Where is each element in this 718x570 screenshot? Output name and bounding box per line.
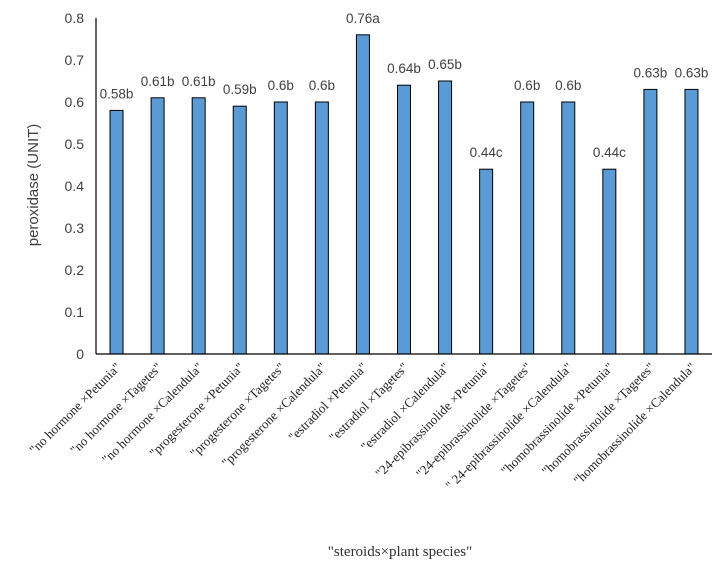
- bar-data-label: 0.58b: [100, 86, 134, 101]
- bar: [602, 168, 617, 355]
- y-tick-label: 0.4: [65, 178, 85, 194]
- y-tick-label: 0.1: [65, 304, 85, 320]
- bar-data-label: 0.63b: [634, 65, 668, 80]
- data-labels: 0.58b 0.61b 0.61b 0.59b 0.6b 0.6b 0.76a 0.64b 0.…: [100, 11, 709, 160]
- bar-data-label: 0.65b: [428, 57, 462, 72]
- y-axis-ticks: 0 0.1 0.2 0.3 0.4 0.5 0.6 0.7 0.8: [65, 10, 85, 362]
- bar-data-label: 0.59b: [223, 82, 257, 97]
- y-tick-label: 0.3: [65, 220, 85, 236]
- y-tick-label: 0: [76, 346, 84, 362]
- bar-data-label: 0.6b: [555, 78, 581, 93]
- bar: [109, 109, 124, 355]
- bar-data-label: 0.61b: [182, 74, 216, 89]
- bar: [643, 88, 658, 355]
- bar: [438, 80, 453, 355]
- bar-data-label: 0.44c: [593, 145, 626, 160]
- x-axis-title: "steroids×plant species": [328, 544, 472, 560]
- bar: [273, 101, 288, 355]
- y-tick-label: 0.6: [65, 94, 85, 110]
- x-axis-category-labels: "no hormone ×Petunia""no hormone ×Tagete…: [26, 360, 698, 493]
- bar: [684, 88, 699, 355]
- bar: [520, 101, 535, 355]
- bar-data-label: 0.63b: [675, 65, 709, 80]
- y-tick-label: 0.5: [65, 136, 85, 152]
- bar: [314, 101, 329, 355]
- bar: [479, 168, 494, 355]
- y-tick-label: 0.8: [65, 10, 85, 26]
- bar-data-label: 0.64b: [387, 61, 421, 76]
- bar-data-label: 0.6b: [514, 78, 540, 93]
- bar: [232, 105, 247, 355]
- bar-data-label: 0.61b: [141, 74, 175, 89]
- bar: [561, 101, 576, 355]
- bar: [191, 97, 206, 355]
- bar: [150, 97, 165, 355]
- bars: [109, 34, 699, 355]
- bar-data-label: 0.76a: [346, 11, 380, 26]
- bar-data-label: 0.44c: [470, 145, 503, 160]
- bar: [397, 84, 411, 355]
- bar-data-label: 0.6b: [268, 78, 294, 93]
- bar: [355, 34, 370, 355]
- bar-data-label: 0.6b: [309, 78, 335, 93]
- y-tick-label: 0.2: [65, 262, 85, 278]
- y-tick-label: 0.7: [65, 52, 85, 68]
- y-axis-title: peroxidase (UNIT): [25, 124, 42, 247]
